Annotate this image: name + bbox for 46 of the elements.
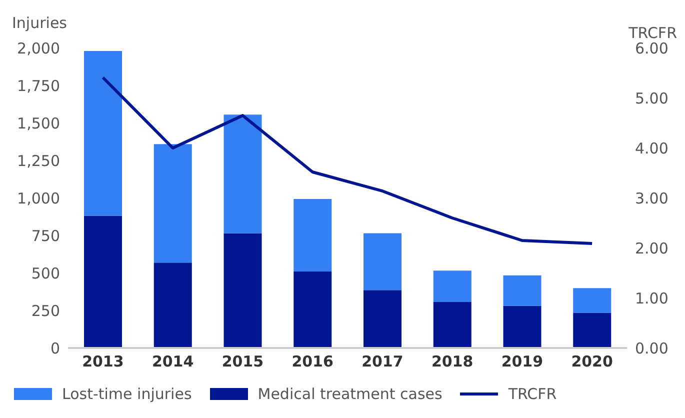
y2-tick-label: 3.00 [635, 189, 668, 208]
bar [224, 233, 262, 348]
y-tick-label: 750 [31, 226, 60, 245]
y-tick-label: 1,500 [17, 114, 60, 132]
y-tick-label: 250 [31, 302, 60, 320]
x-tick-label: 2019 [501, 352, 544, 371]
y-tick-label: 2,000 [17, 39, 60, 58]
x-tick-label: 2013 [82, 352, 124, 371]
y2-tick-label: 5.00 [635, 89, 668, 108]
x-tick-label: 2015 [222, 352, 264, 371]
bar [503, 306, 542, 348]
y-axis-title: Injuries [12, 14, 67, 32]
bar [224, 114, 262, 234]
y-tick-label: 1,750 [17, 76, 60, 95]
y2-axis-title: TRCFR [628, 24, 677, 42]
bar [433, 302, 472, 348]
bar [503, 275, 542, 306]
y-tick-label: 0 [50, 339, 60, 358]
bar [573, 312, 612, 348]
bar [294, 199, 332, 272]
x-tick-label: 2014 [152, 352, 194, 371]
legend-label: TRCFR [508, 384, 557, 404]
y-tick-label: 1,250 [17, 152, 60, 170]
y2-tick-label: 2.00 [635, 239, 668, 258]
bar [294, 272, 332, 348]
bar [364, 233, 402, 290]
x-tick-label: 2020 [571, 352, 613, 371]
line-series [101, 76, 594, 245]
y2-tick-label: 1.00 [635, 289, 668, 308]
legend-label: Medical treatment cases [258, 384, 442, 404]
legend-label: Lost-time injuries [62, 384, 192, 404]
y2-tick-label: 0.00 [635, 339, 668, 358]
x-tick-label: 2018 [431, 352, 474, 371]
bar [84, 216, 122, 348]
bar [364, 290, 402, 348]
bar [154, 262, 192, 348]
bar [154, 144, 192, 263]
y2-tick-label: 4.00 [635, 139, 668, 158]
x-tick-label: 2017 [362, 352, 404, 371]
y-tick-label: 1,000 [17, 189, 60, 208]
y2-tick-label: 6.00 [635, 39, 668, 58]
bar [573, 288, 612, 313]
y-tick-label: 500 [31, 264, 60, 282]
x-tick-label: 2016 [292, 352, 334, 371]
bar [433, 270, 472, 302]
bar [84, 51, 122, 216]
